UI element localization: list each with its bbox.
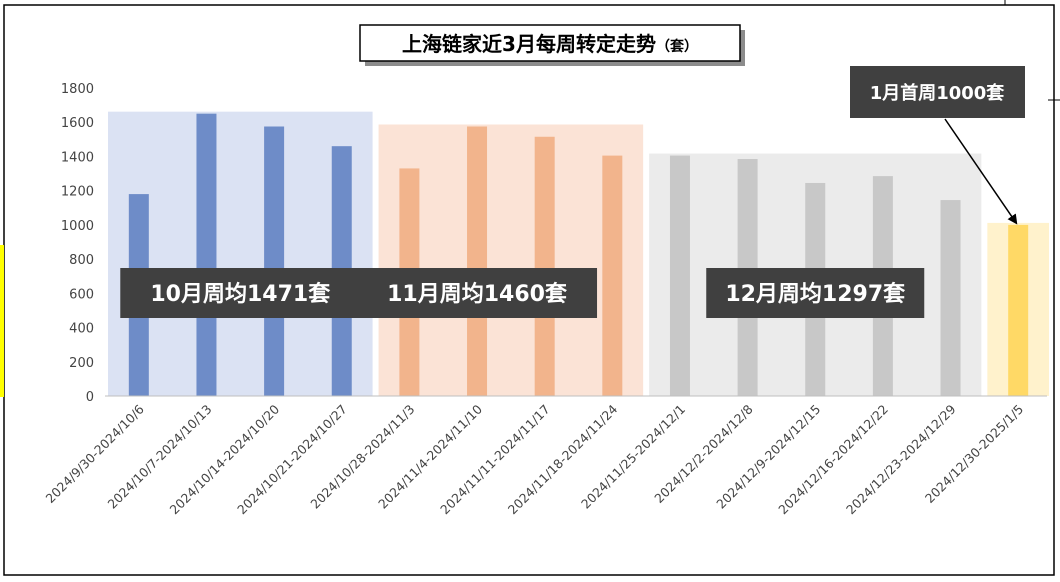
callout-box	[850, 66, 1025, 118]
month-average-label: 11月周均1460套	[387, 281, 567, 307]
month-average-box-2	[357, 268, 598, 318]
month-average-label: 12月周均1297套	[725, 281, 905, 307]
bar-8	[602, 155, 623, 396]
title-box	[359, 24, 741, 62]
bar-2	[196, 113, 217, 397]
month-band-2	[378, 124, 644, 396]
y-tick-label: 1000	[61, 219, 94, 234]
month-average-box-1	[120, 268, 361, 318]
x-tick-label: 2024/10/21-2024/10/27	[234, 402, 350, 518]
bar-3	[264, 126, 285, 396]
y-tick-label: 1200	[61, 185, 94, 200]
x-tick-label: 2024/10/14-2024/10/20	[167, 401, 283, 517]
bar-9	[669, 155, 690, 396]
x-tick-label: 2024/12/23-2024/12/29	[843, 401, 959, 517]
bar-7	[534, 136, 555, 396]
callout-arrow	[944, 118, 1018, 225]
y-tick-label: 0	[86, 390, 94, 405]
chart-title: 上海链家近3月每周转定走势（套）	[402, 32, 698, 56]
x-tick-label: 2024/11/18-2024/11/24	[505, 401, 621, 517]
chart-title-unit: （套）	[656, 38, 698, 55]
y-tick-label: 1400	[61, 150, 94, 165]
x-tick-label: 2024/11/11-2024/11/17	[437, 402, 553, 518]
left-highlight-strip	[0, 245, 4, 397]
callout-label: 1月首周1000套	[870, 82, 1005, 104]
month-average-label: 10月周均1471套	[150, 281, 330, 307]
y-tick-label: 600	[69, 287, 94, 302]
y-tick-label: 800	[69, 253, 94, 268]
chart-title-text: 上海链家近3月每周转定走势	[402, 32, 656, 56]
bar-6	[467, 126, 488, 396]
month-band-1	[108, 111, 373, 397]
y-tick-label: 1600	[61, 116, 94, 131]
bar-13	[940, 200, 961, 396]
x-tick-label: 2024/12/16-2024/12/22	[775, 402, 891, 518]
bar-14	[1008, 224, 1029, 396]
month-average-box-3	[706, 268, 925, 318]
y-tick-label: 200	[69, 356, 94, 371]
y-tick-label: 400	[69, 322, 94, 337]
y-tick-label: 1800	[61, 82, 94, 97]
